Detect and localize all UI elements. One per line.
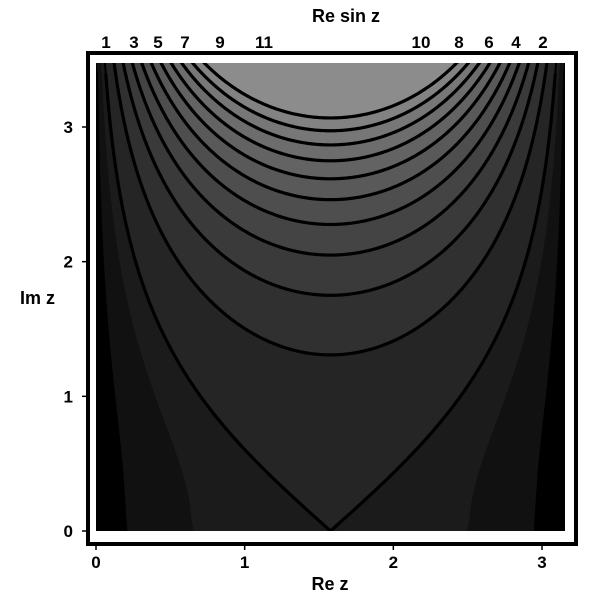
top-contour-label: 3 (129, 33, 138, 52)
top-contour-label: 1 (101, 33, 110, 52)
plot-area (96, 63, 565, 531)
contour-line (140, 63, 521, 227)
y-tick-label: 3 (64, 118, 73, 137)
contour-line (121, 63, 540, 297)
x-tick-label: 0 (91, 553, 100, 572)
contour-line-unit (103, 63, 558, 531)
contour-lines (103, 63, 558, 531)
contour-line (112, 63, 549, 357)
top-contour-label: 5 (153, 33, 162, 52)
contour-line (130, 63, 531, 257)
chart-title: Re sin z (312, 6, 380, 26)
contour-line (159, 63, 502, 181)
top-contour-labels: 1 3 5 7 9 11 10 8 6 4 2 (101, 33, 547, 52)
x-axis-label: Re z (311, 574, 348, 594)
top-contour-label: 2 (538, 33, 547, 52)
x-tick-label: 1 (240, 553, 249, 572)
contour-line (202, 63, 459, 120)
y-tick-label: 0 (64, 522, 73, 541)
x-axis: 0 1 2 3 (91, 544, 547, 572)
contour-line (179, 63, 482, 147)
y-axis: 0 1 2 3 (64, 118, 88, 541)
contour-line (149, 63, 512, 202)
y-tick-label: 1 (64, 387, 73, 406)
y-tick-label: 2 (64, 253, 73, 272)
top-contour-label: 4 (511, 33, 521, 52)
x-tick-label: 3 (537, 553, 546, 572)
top-contour-label: 8 (454, 33, 463, 52)
contour-line (190, 63, 471, 133)
top-contour-label: 6 (484, 33, 493, 52)
top-contour-label: 11 (255, 33, 273, 52)
x-tick-label: 2 (389, 553, 398, 572)
top-contour-label: 10 (412, 33, 431, 52)
contour-fills (96, 63, 565, 531)
y-axis-label: Im z (20, 288, 55, 308)
contour-line (169, 63, 492, 163)
top-contour-label: 9 (215, 33, 224, 52)
top-contour-label: 7 (180, 33, 189, 52)
